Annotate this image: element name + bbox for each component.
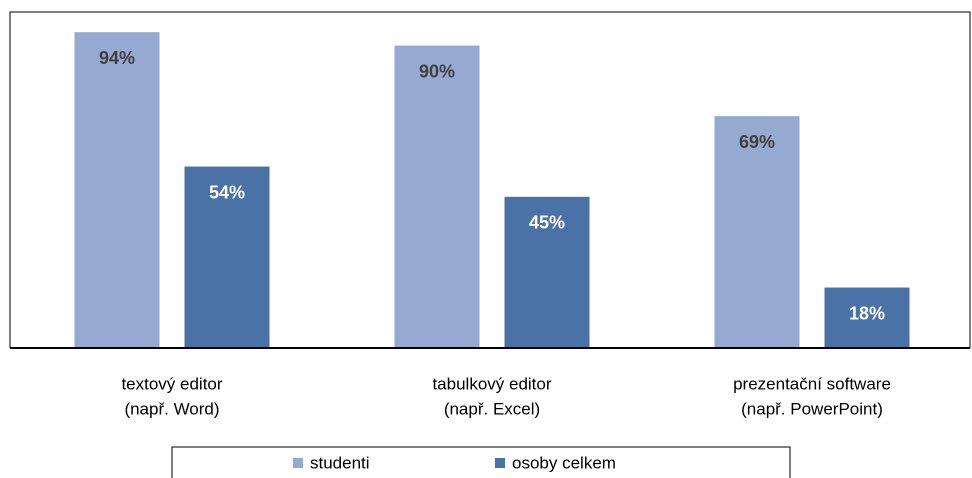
plot-frame — [9, 11, 971, 348]
legend-swatch — [293, 458, 303, 468]
data-label: 90% — [419, 61, 455, 81]
bar — [824, 287, 910, 348]
legend-swatch — [495, 458, 505, 468]
bar — [184, 166, 270, 348]
x-tick-label: textový editor — [121, 374, 222, 393]
bar — [714, 116, 800, 348]
x-tick-label: (např. PowerPoint) — [741, 399, 883, 418]
data-label: 69% — [739, 132, 775, 152]
x-tick-label: (např. Word) — [124, 399, 219, 418]
data-label: 45% — [529, 213, 565, 233]
legend-label: studenti — [310, 453, 370, 472]
legend-label: osoby celkem — [512, 453, 616, 472]
bar — [504, 196, 590, 348]
x-tick-label: (např. Excel) — [444, 399, 540, 418]
legend-frame — [171, 446, 791, 478]
bar — [394, 45, 480, 348]
data-label: 18% — [849, 303, 885, 323]
data-label: 54% — [209, 182, 245, 202]
x-tick-label: prezentační software — [733, 374, 891, 393]
x-tick-label: tabulkový editor — [432, 374, 551, 393]
data-label: 94% — [99, 48, 135, 68]
bar — [74, 32, 160, 348]
